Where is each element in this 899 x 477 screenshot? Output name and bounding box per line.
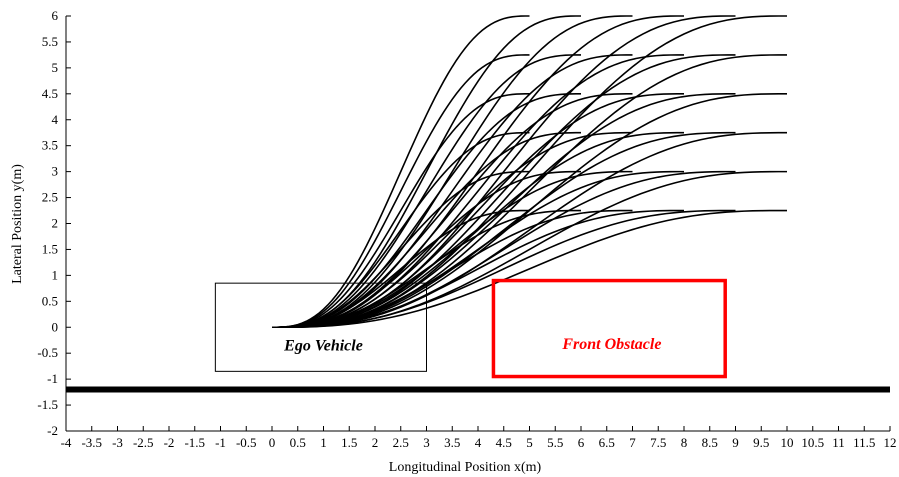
trajectory-curve-3-5 <box>271 93 788 329</box>
y-tick-label: 5 <box>52 60 59 75</box>
trajectory-curve-5-3 <box>271 15 685 329</box>
x-tick-label: -1.5 <box>184 435 205 450</box>
x-tick-label: 5 <box>526 435 533 450</box>
trajectory-curve-5-5 <box>271 15 788 329</box>
x-tick-label: 2 <box>372 435 379 450</box>
x-tick-label: -2 <box>164 435 175 450</box>
ego-vehicle-box <box>214 282 427 372</box>
x-tick-label: 4 <box>475 435 482 450</box>
x-tick-label: 10.5 <box>801 435 824 450</box>
trajectory-curve-5-0 <box>271 15 530 329</box>
y-tick-label: -1.5 <box>37 397 58 412</box>
y-tick-label: -0.5 <box>37 345 58 360</box>
trajectory-curve-1-5 <box>271 170 787 329</box>
x-tick-label: 0 <box>269 435 276 450</box>
x-tick-label: -2.5 <box>133 435 154 450</box>
y-tick-label: 4 <box>52 112 59 127</box>
x-tick-label: 6.5 <box>599 435 615 450</box>
ego-vehicle-label: Ego Vehicle <box>283 338 363 355</box>
y-axis-label: Lateral Position y(m) <box>10 164 25 284</box>
front-obstacle-label: Front Obstacle <box>561 336 661 353</box>
x-tick-label: 3 <box>423 435 430 450</box>
y-tick-label: -2 <box>47 423 58 438</box>
x-tick-label: 12 <box>884 435 897 450</box>
y-tick-label: 2 <box>52 216 59 231</box>
trajectory-curve-1-4 <box>271 170 736 329</box>
y-tick-label: 4.5 <box>42 86 58 101</box>
x-tick-label: -3.5 <box>81 435 102 450</box>
x-tick-label: 8 <box>681 435 688 450</box>
x-tick-label: 1.5 <box>341 435 357 450</box>
y-tick-label: 0.5 <box>42 293 58 308</box>
trajectory-curve-2-5 <box>271 131 788 329</box>
trajectory-curve-4-2 <box>271 54 633 329</box>
vehicle-boxes: Ego Vehicle Front Obstacle <box>214 278 727 379</box>
x-tick-label: 2.5 <box>393 435 409 450</box>
trajectory-curve-4-4 <box>271 54 736 329</box>
y-tick-label: 2.5 <box>42 190 58 205</box>
y-tick-label: -1 <box>47 371 58 386</box>
x-tick-label: 7 <box>629 435 636 450</box>
x-tick-label: 1 <box>320 435 327 450</box>
x-tick-label: 11.5 <box>853 435 875 450</box>
axes: -4 -3.5 -3 -2.5 -2 -1.5 -1 -0.5 0 0.5 1 1.5 2 2.5 3 3.5… <box>37 8 896 450</box>
x-axis-label: Longitudinal Position x(m) <box>389 460 542 475</box>
y-tick-label: 6 <box>52 8 59 23</box>
y-tick-label: 3.5 <box>42 138 58 153</box>
x-tick-label: -1 <box>215 435 226 450</box>
trajectory-curve-0-5 <box>271 209 788 329</box>
x-tick-label: 9 <box>732 435 739 450</box>
x-tick-label: 11 <box>832 435 845 450</box>
trajectory-curve-2-2 <box>271 131 633 329</box>
x-tick-label: -3 <box>112 435 123 450</box>
x-tick-label: -0.5 <box>236 435 257 450</box>
y-tick-label: 3 <box>52 164 59 179</box>
trajectory-curve-4-1 <box>271 54 582 329</box>
x-tick-label: 8.5 <box>702 435 718 450</box>
x-tick-label: 10 <box>781 435 794 450</box>
x-tick-label: -4 <box>61 435 72 450</box>
x-tick-label: 3.5 <box>444 435 460 450</box>
y-tick-label: 5.5 <box>42 34 58 49</box>
trajectory-curve-4-0 <box>271 54 530 329</box>
x-tick-label: 4.5 <box>496 435 512 450</box>
y-tick-label: 1.5 <box>42 241 58 256</box>
x-tick-label: 6 <box>578 435 585 450</box>
trajectory-curve-4-3 <box>271 54 685 329</box>
trajectory-curve-5-4 <box>271 15 736 329</box>
x-tick-label: 7.5 <box>650 435 666 450</box>
front-obstacle-box <box>491 278 727 379</box>
trajectory-curve-4-5 <box>271 54 788 329</box>
trajectory-curve-5-1 <box>271 15 582 329</box>
x-tick-label: 5.5 <box>547 435 563 450</box>
y-tick-label: 1 <box>52 267 59 282</box>
x-tick-label: 9.5 <box>753 435 769 450</box>
trajectory-curves <box>271 15 788 329</box>
trajectory-curve-5-2 <box>271 15 633 329</box>
x-tick-label: 0.5 <box>290 435 306 450</box>
y-tick-label: 0 <box>52 319 59 334</box>
